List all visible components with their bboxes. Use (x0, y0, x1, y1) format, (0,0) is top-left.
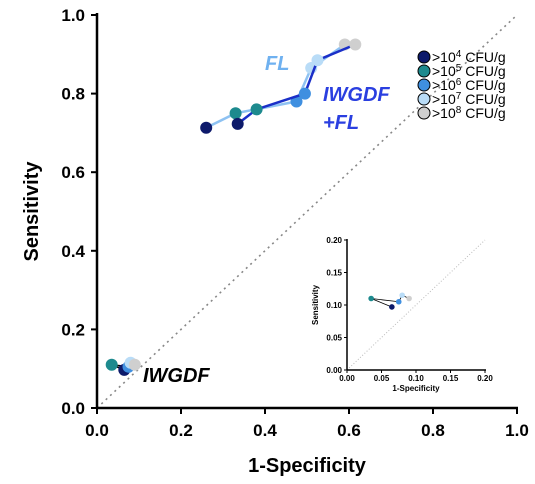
inset-y-tick-label: 0.00 (326, 366, 342, 375)
legend-label-exponent: 4 (456, 49, 462, 60)
inset-y-axis-title: Sensitivity (311, 284, 320, 325)
inset-background (307, 232, 495, 402)
iwgdf-fl-data-point (250, 103, 263, 116)
y-tick-label: 0.0 (61, 399, 85, 418)
y-tick-label: 0.8 (61, 85, 85, 104)
inset-y-tick-label: 0.05 (326, 334, 342, 343)
x-tick-label: 0.2 (169, 421, 193, 440)
inset-x-tick-label: 0.10 (408, 374, 424, 383)
iwgdf-fl-data-point (311, 54, 324, 67)
legend-label-exponent: 8 (456, 105, 462, 116)
inset-data-point (368, 295, 374, 302)
legend-label-unit: CFU/g (461, 63, 505, 79)
legend-label-base: >10 (432, 63, 456, 79)
legend-marker (417, 50, 431, 64)
legend-label-exponent: 6 (456, 77, 462, 88)
inset-data-point (395, 298, 402, 305)
legend-label-unit: CFU/g (461, 105, 505, 121)
legend-marker (417, 106, 431, 120)
legend-label-unit: CFU/g (461, 91, 505, 107)
iwgdf-fl-data-point (231, 117, 244, 130)
legend-marker (417, 92, 431, 106)
iwgdf-data-point (128, 358, 141, 371)
inset-y-tick-label: 0.10 (326, 301, 342, 310)
x-tick-label: 1.0 (505, 421, 529, 440)
inset-data-point (389, 304, 395, 310)
y-axis-title: Sensitivity (21, 161, 43, 262)
legend-label-unit: CFU/g (461, 49, 505, 65)
legend-label-base: >10 (432, 105, 456, 121)
inset-data-point (406, 295, 412, 302)
y-tick-label: 0.4 (61, 242, 85, 261)
fl-data-point (200, 121, 213, 134)
fl-series-label: FL (265, 53, 289, 75)
fl-data-point (229, 107, 242, 120)
y-tick-label: 0.6 (61, 163, 85, 182)
x-tick-label: 0.0 (85, 421, 109, 440)
inset-x-tick-label: 0.20 (477, 374, 493, 383)
legend-label-exponent: 5 (456, 63, 462, 74)
legend-marker (417, 64, 431, 78)
inset-x-tick-label: 0.05 (374, 374, 390, 383)
iwgdf-series-label: IWGDF (143, 365, 210, 387)
inset-chart: 0.00 0.05 0.10 0.15 0.20 0.00 0.05 0.10 0.15 0.20… (307, 232, 495, 402)
iwgdf-data-point (105, 358, 118, 371)
legend-label: >107 CFU/g (432, 91, 506, 107)
legend-label-exponent: 7 (456, 91, 462, 102)
y-tick-label: 0.2 (61, 320, 85, 339)
legend-label: >108 CFU/g (432, 105, 506, 121)
iwgdf-fl-data-point (298, 87, 311, 100)
x-tick-label: 0.8 (421, 421, 445, 440)
inset-x-tick-label: 0.00 (339, 374, 355, 383)
inset-data-point (399, 292, 406, 299)
legend-label: >104 CFU/g (432, 49, 506, 65)
inset-y-tick-label: 0.15 (326, 269, 342, 278)
legend-marker (417, 78, 431, 92)
y-tick-label: 1.0 (61, 6, 85, 25)
iwgdf-fl-series-label-line1: IWGDF (323, 84, 390, 106)
legend-label-unit: CFU/g (461, 77, 505, 93)
legend-label: >106 CFU/g (432, 77, 506, 93)
inset-x-axis-title: 1-Specificity (392, 384, 440, 393)
x-tick-label: 0.6 (337, 421, 361, 440)
x-axis-title: 1-Specificity (248, 455, 367, 477)
legend-label: >105 CFU/g (432, 63, 506, 79)
legend-label-base: >10 (432, 91, 456, 107)
legend-label-base: >10 (432, 77, 456, 93)
legend-label-base: >10 (432, 49, 456, 65)
iwgdf-fl-data-point (349, 38, 362, 51)
inset-x-tick-label: 0.15 (443, 374, 459, 383)
x-tick-label: 0.4 (253, 421, 277, 440)
iwgdf-fl-series-label-line2: +FL (323, 112, 359, 134)
inset-y-tick-label: 0.20 (326, 236, 342, 245)
